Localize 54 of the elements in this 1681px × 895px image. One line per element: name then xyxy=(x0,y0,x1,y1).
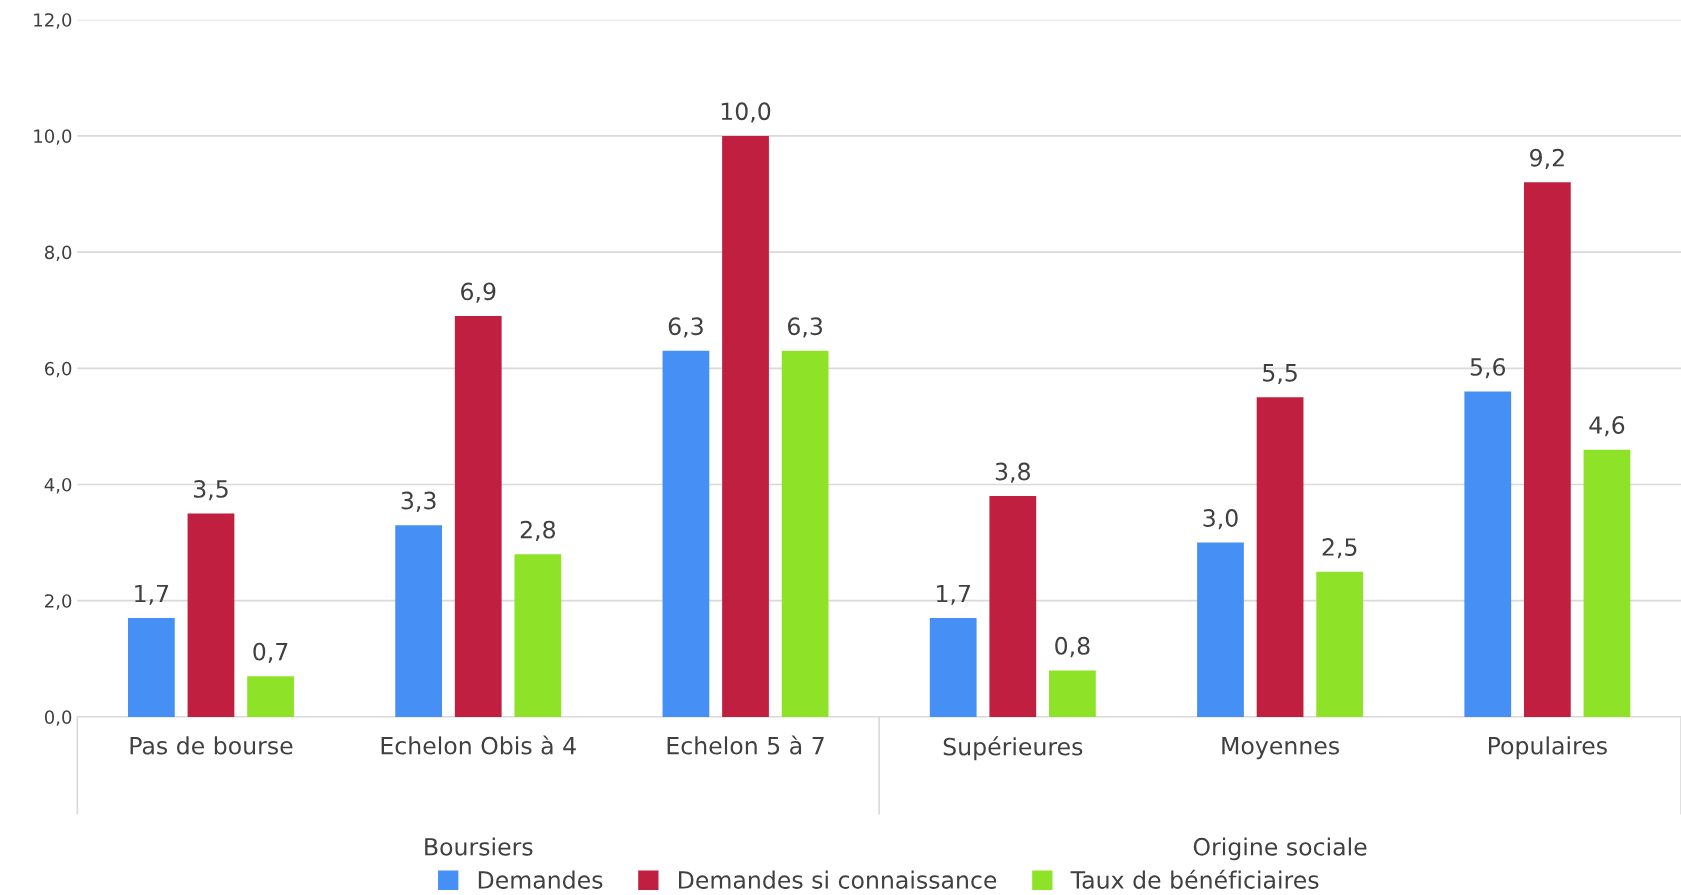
x-tick-label: Echelon 5 à 7 xyxy=(667,735,824,755)
bar xyxy=(187,513,235,717)
data-label: 3,5 xyxy=(193,480,228,501)
legend-label: Demandes xyxy=(478,870,603,889)
data-label: 1,7 xyxy=(937,584,970,605)
bar xyxy=(929,618,977,717)
data-label: 6,3 xyxy=(668,317,703,338)
x-tick-label: Populaires xyxy=(1488,736,1607,760)
data-label: 3,8 xyxy=(995,462,1030,483)
y-tick-label: 2,0 xyxy=(45,594,72,610)
data-label: 3,0 xyxy=(1203,509,1238,530)
x-tick-label: Supérieures xyxy=(943,736,1083,761)
bar xyxy=(1197,542,1244,717)
bar xyxy=(1256,397,1304,717)
data-label: 1,7 xyxy=(135,584,169,605)
data-label: 0,7 xyxy=(253,642,288,663)
data-label: 6,3 xyxy=(788,317,823,338)
y-tick-label: 0,0 xyxy=(44,710,72,726)
x-tick-label: Echelon Obis à 4 xyxy=(381,735,576,755)
bar xyxy=(662,350,710,717)
data-label: 0,8 xyxy=(1055,636,1090,658)
data-label: 2,5 xyxy=(1322,538,1357,559)
bar xyxy=(1523,182,1571,717)
data-label: 5,5 xyxy=(1263,364,1297,385)
bar xyxy=(989,496,1037,717)
bar xyxy=(1316,571,1364,717)
y-tick-label: 6,0 xyxy=(45,361,72,378)
data-label: 6,9 xyxy=(461,282,496,303)
bar xyxy=(127,618,175,717)
x-tick-label: Pas de bourse xyxy=(130,736,293,755)
data-label: 9,2 xyxy=(1530,148,1564,170)
text: Boursiers xyxy=(425,837,533,856)
text: Origine sociale xyxy=(1193,837,1367,861)
bar xyxy=(722,135,769,717)
legend-label: Demandes si connaissance xyxy=(679,870,997,889)
x-tick-label: Moyennes xyxy=(1222,737,1339,760)
data-label: 10,0 xyxy=(721,102,771,123)
y-tick-label: 12,0 xyxy=(34,13,72,29)
data-label: 3,3 xyxy=(401,491,436,512)
bar xyxy=(454,316,502,717)
data-label: 2,8 xyxy=(520,520,556,541)
bar xyxy=(1583,449,1631,717)
data-label: 4,6 xyxy=(1589,416,1625,437)
y-tick-label: 10,0 xyxy=(34,129,72,145)
bar xyxy=(1464,391,1512,717)
bar xyxy=(395,525,443,717)
legend-label: Taux de bénéficiaires xyxy=(1070,869,1319,889)
bar xyxy=(781,350,829,717)
bar xyxy=(514,554,562,717)
y-tick-label: 8,0 xyxy=(44,245,72,262)
y-tick-label: 4,0 xyxy=(44,477,72,494)
bar xyxy=(1049,670,1096,717)
data-label: 5,6 xyxy=(1470,357,1506,379)
bar xyxy=(247,676,294,717)
